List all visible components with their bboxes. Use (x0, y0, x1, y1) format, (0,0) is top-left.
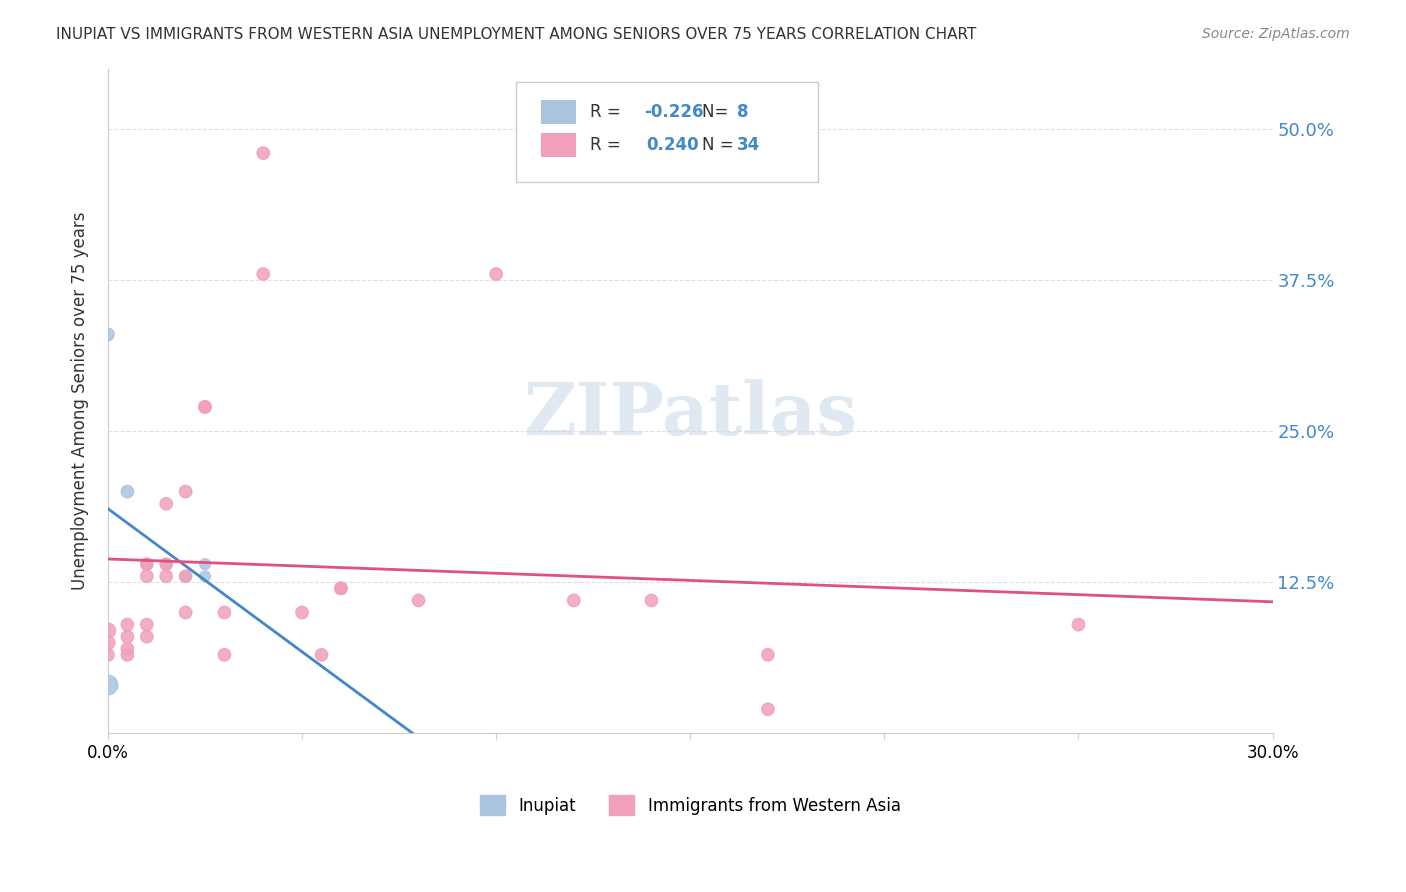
Point (155, 557, 177, 571)
FancyBboxPatch shape (516, 82, 818, 182)
Point (174, 606, 197, 620)
Point (194, 400, 217, 414)
Point (97, 678, 120, 692)
Point (174, 569, 197, 583)
FancyBboxPatch shape (541, 100, 576, 124)
Point (194, 557, 217, 571)
Text: ZIPatlas: ZIPatlas (523, 379, 858, 450)
Point (117, 484, 139, 499)
Text: 8: 8 (737, 103, 748, 120)
Point (329, 582, 352, 596)
Point (117, 630, 139, 644)
Point (485, 267, 508, 281)
Text: 34: 34 (737, 136, 761, 154)
Point (291, 606, 314, 620)
Point (97, 624, 120, 638)
Point (252, 267, 274, 281)
FancyBboxPatch shape (541, 133, 576, 157)
Point (135, 557, 157, 571)
Point (756, 702, 779, 716)
Point (194, 569, 217, 583)
Point (155, 569, 177, 583)
Text: -0.226: -0.226 (644, 103, 703, 120)
Point (214, 648, 236, 662)
Point (117, 648, 139, 662)
Point (117, 617, 139, 632)
Text: N =: N = (702, 136, 738, 154)
Y-axis label: Unemployment Among Seniors over 75 years: Unemployment Among Seniors over 75 years (72, 211, 89, 591)
Point (329, 582, 352, 596)
Text: Source: ZipAtlas.com: Source: ZipAtlas.com (1202, 27, 1350, 41)
Point (135, 557, 157, 571)
Point (174, 569, 197, 583)
Point (155, 557, 177, 571)
Point (562, 593, 585, 607)
Point (117, 641, 139, 656)
Point (640, 593, 662, 607)
Point (97, 636, 120, 650)
Text: R =: R = (591, 136, 631, 154)
Point (97, 327, 120, 342)
Point (135, 617, 157, 632)
Point (311, 648, 333, 662)
Legend: Inupiat, Immigrants from Western Asia: Inupiat, Immigrants from Western Asia (474, 789, 907, 822)
Text: 0.240: 0.240 (645, 136, 699, 154)
Point (135, 630, 157, 644)
Point (194, 400, 217, 414)
Point (1067, 617, 1090, 632)
Text: INUPIAT VS IMMIGRANTS FROM WESTERN ASIA UNEMPLOYMENT AMONG SENIORS OVER 75 YEARS: INUPIAT VS IMMIGRANTS FROM WESTERN ASIA … (56, 27, 977, 42)
Point (135, 569, 157, 583)
Point (252, 146, 274, 161)
Point (214, 606, 236, 620)
Point (174, 484, 197, 499)
Point (756, 648, 779, 662)
Text: R =: R = (591, 103, 626, 120)
Point (155, 497, 177, 511)
Point (97, 648, 120, 662)
Text: N=: N= (702, 103, 734, 120)
Point (408, 593, 430, 607)
